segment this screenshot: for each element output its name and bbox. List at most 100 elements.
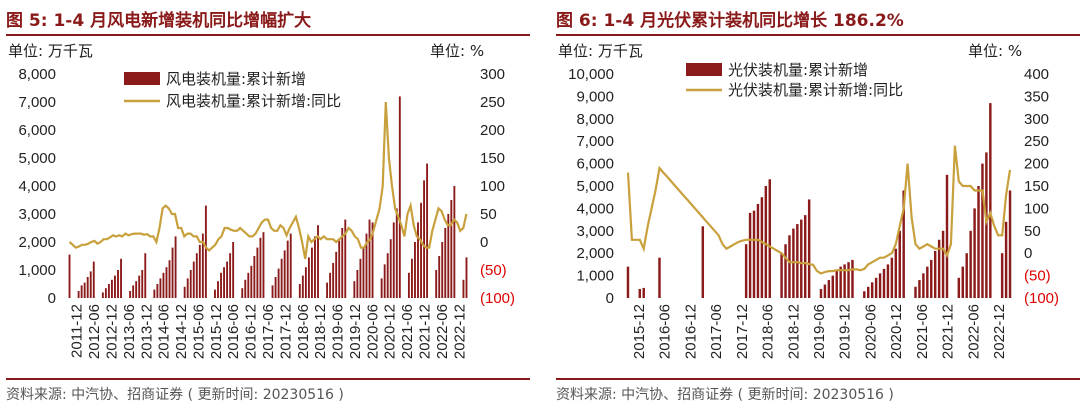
bar (138, 275, 141, 298)
bar (926, 266, 929, 298)
bar (882, 268, 886, 298)
bar (298, 284, 301, 298)
bar (961, 266, 964, 298)
bar (253, 256, 256, 298)
bar (870, 282, 874, 298)
bar (332, 263, 335, 298)
x-tick-label: 2022-12 (991, 304, 1008, 359)
bar-series (626, 103, 1012, 299)
y2-tick-label: 250 (480, 94, 505, 111)
legend-bar-swatch (686, 63, 722, 76)
bar (831, 275, 835, 298)
bar (183, 286, 186, 298)
legend-bar-swatch (124, 72, 160, 85)
bar (823, 284, 827, 298)
bar (957, 277, 961, 298)
y2-tick-label: 50 (1024, 223, 1041, 240)
y-tick-label: 2,000 (18, 234, 56, 251)
source-rule (556, 378, 1080, 380)
bar (86, 277, 89, 298)
bar (247, 272, 250, 298)
title-rule (6, 34, 530, 36)
bar (162, 272, 165, 298)
bar (800, 219, 803, 298)
bar (933, 250, 937, 298)
bar (229, 253, 232, 298)
x-tick-label: 2019-12 (837, 304, 854, 359)
bar (863, 291, 866, 298)
x-tick-label: 2016-12 (682, 304, 699, 359)
bar (748, 212, 752, 298)
figure-5-chart: 单位: 万千瓦 单位: % 0 1,000 2,000 3,000 4,000 5,000… (8, 42, 515, 359)
y-axis-left: 0 1,000 2,000 3,000 4,000 5,000 6,000 7,000 8,00… (568, 66, 614, 307)
bar (744, 244, 748, 298)
bar (232, 242, 235, 298)
bar (101, 292, 104, 298)
bar (847, 262, 850, 298)
y2-tick-label: 100 (1024, 200, 1049, 217)
right-unit-label: 单位: % (430, 42, 484, 60)
bar (226, 261, 229, 298)
bar (141, 270, 144, 298)
x-tick-label: 2015-06 (190, 304, 207, 359)
y2-tick-label: (50) (1024, 268, 1051, 285)
bar (114, 275, 116, 298)
bar (174, 236, 177, 298)
bar (827, 280, 831, 298)
y-axis-right: (100) (50) 0 50 100 150 200 250 300 (480, 66, 515, 307)
bar (441, 242, 444, 298)
bar (386, 253, 389, 298)
bar (788, 235, 791, 298)
bar (890, 257, 894, 298)
bar (135, 281, 138, 298)
bar (444, 228, 447, 298)
bar (217, 281, 219, 298)
yoy-line (68, 101, 468, 259)
x-tick-label: 2021-12 (417, 304, 434, 359)
title-rule (556, 34, 1080, 36)
bar (819, 289, 823, 298)
bar (80, 285, 83, 298)
y2-tick-label: (100) (480, 290, 515, 307)
bar (796, 224, 799, 298)
x-tick-label: 2019-06 (330, 304, 347, 359)
y2-tick-label: 0 (480, 234, 488, 251)
y-tick-label: 4,000 (576, 200, 614, 217)
y-tick-label: 1,000 (18, 262, 56, 279)
bar (153, 289, 156, 298)
x-tick-label: 2014-12 (173, 304, 190, 359)
bar (241, 288, 244, 298)
bar (117, 270, 119, 298)
bar (843, 264, 846, 298)
y2-tick-label: 200 (480, 122, 505, 139)
x-tick-label: 2014-06 (156, 304, 173, 359)
bar (878, 273, 882, 298)
figure-6-panel: 图 6: 1-4 月光伏累计装机同比增长 186.2% 单位: 万千瓦 单位: … (550, 0, 1080, 410)
y-tick-label: 6,000 (18, 122, 56, 139)
y-tick-label: 1,000 (576, 268, 614, 285)
bar (626, 266, 630, 298)
bar (389, 239, 392, 298)
bar (969, 230, 972, 298)
y2-tick-label: 300 (480, 66, 505, 83)
bar (638, 289, 642, 298)
y2-tick-label: 200 (1024, 156, 1049, 173)
bar (304, 267, 307, 298)
x-tick-label: 2012-06 (86, 304, 103, 359)
y2-tick-label: 400 (1024, 66, 1049, 83)
bar (945, 174, 949, 298)
bar (286, 240, 289, 298)
bar (259, 237, 262, 298)
bar (902, 190, 905, 298)
bar (453, 186, 456, 298)
bar (423, 180, 425, 298)
bar (981, 163, 984, 298)
bar (277, 268, 280, 298)
y2-tick-label: (100) (1024, 290, 1059, 307)
x-tick-label: 2016-06 (657, 304, 674, 359)
bar (195, 253, 198, 298)
bar (165, 267, 168, 298)
bar (420, 202, 422, 298)
y-tick-label: 9,000 (576, 88, 614, 105)
